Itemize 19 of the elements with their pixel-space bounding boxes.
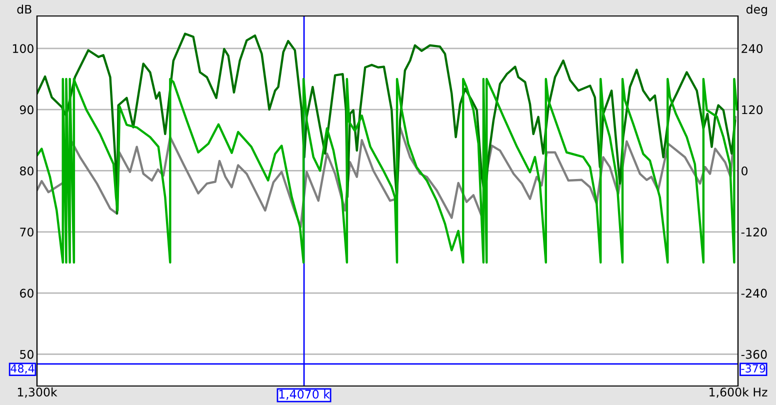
y-tick-label: 60	[20, 288, 34, 298]
y-tick-label: 100	[12, 44, 34, 54]
ref-line-label: 1,4070 k	[279, 390, 330, 400]
x-tick-label: 1,300k	[18, 387, 58, 398]
x-tick-label: 1,600k Hz	[710, 387, 768, 398]
y2-tick-label: 120	[742, 105, 763, 114]
y2-tick-label: -240	[741, 288, 767, 298]
annotation: -379	[741, 364, 766, 373]
y2-tick-label: -360	[741, 350, 767, 359]
ref-line-label: 48,4	[10, 364, 34, 374]
y-tick-label: 50	[20, 350, 34, 359]
y2-tick-label: 0	[742, 166, 748, 176]
y2-tick-label: -120	[741, 228, 767, 237]
y2-axis-title: deg	[746, 4, 767, 16]
y-tick-label: 70	[20, 228, 34, 237]
y-axis-title: dB	[17, 4, 32, 14]
y-tick-label: 90	[20, 105, 34, 114]
y-tick-label: 80	[20, 166, 34, 176]
y2-tick-label: 240	[742, 44, 763, 54]
